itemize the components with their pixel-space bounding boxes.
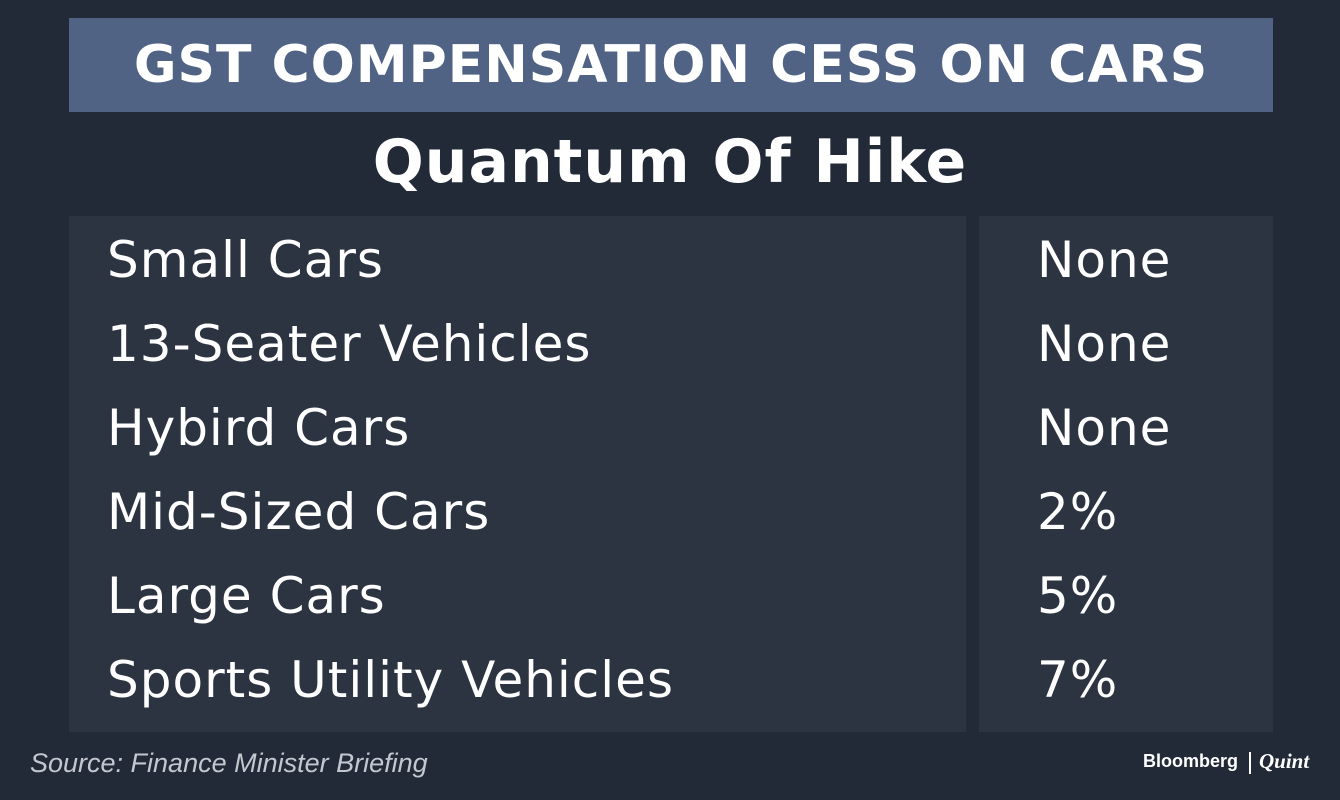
row-label: Small Cars [107,231,384,289]
row-label: Large Cars [107,567,386,625]
brand: Bloomberg [1143,751,1239,771]
row-value: 2% [1037,483,1119,541]
row-value: 5% [1037,567,1119,625]
source: Source: Finance Minister Briefing [30,748,428,778]
title-band: GST COMPENSATION CESS ON CARS [69,18,1273,112]
brand: Quint [1259,749,1310,773]
table-panel [979,216,1273,732]
row-label: Hybird Cars [107,399,411,457]
title: GST COMPENSATION CESS ON CARS [133,35,1209,95]
row-value: None [1037,231,1172,289]
brand-separator [1249,752,1251,774]
row-label: 13-Seater Vehicles [107,315,592,373]
row-label: Sports Utility Vehicles [107,651,674,709]
row-label: Mid-Sized Cars [107,483,491,541]
table-panel [69,216,966,732]
subtitle: Quantum Of Hike [372,127,968,197]
row-value: 7% [1037,651,1119,709]
row-value: None [1037,315,1172,373]
row-value: None [1037,399,1172,457]
